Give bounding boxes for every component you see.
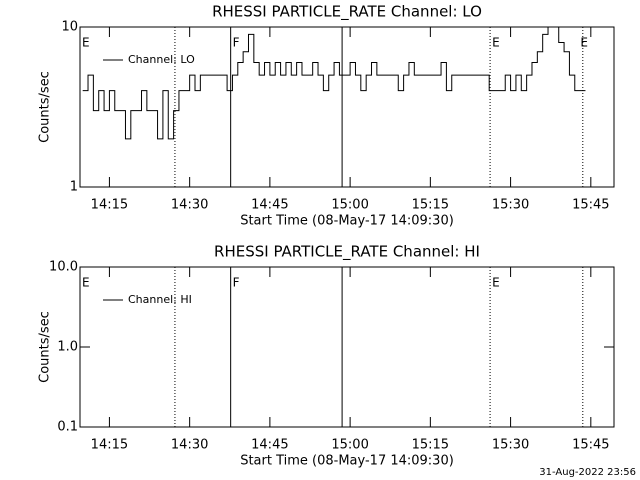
- x-tick-label: 15:15: [412, 438, 449, 453]
- y-tick-label: 0.1: [57, 420, 78, 435]
- y-tick-label: 10: [61, 20, 78, 35]
- y-axis-label: Counts/sec: [38, 311, 53, 383]
- y-tick-label: 10.0: [49, 260, 78, 275]
- x-tick-label: 15:30: [492, 198, 529, 213]
- y-tick-label: 1.0: [57, 340, 78, 355]
- x-tick-label: 14:45: [251, 198, 288, 213]
- event-label: E: [580, 36, 588, 50]
- x-tick-label: 14:45: [251, 438, 288, 453]
- event-label: E: [82, 276, 90, 290]
- x-tick-label: 14:30: [171, 198, 208, 213]
- x-axis-label: Start Time (08-May-17 14:09:30): [240, 454, 454, 469]
- chart-title: RHESSI PARTICLE_RATE Channel: LO: [212, 3, 482, 22]
- x-tick-label: 15:00: [331, 438, 368, 453]
- data-line: [82, 26, 586, 140]
- x-axis-label: Start Time (08-May-17 14:09:30): [240, 214, 454, 229]
- timestamp: 31-Aug-2022 23:56: [539, 467, 636, 478]
- x-tick-label: 14:15: [91, 198, 128, 213]
- event-label: E: [82, 36, 90, 50]
- y-axis-label: Counts/sec: [38, 71, 53, 143]
- legend-label: Channel: LO: [128, 53, 195, 66]
- y-tick-label: 1: [70, 180, 78, 195]
- x-tick-label: 15:15: [412, 198, 449, 213]
- x-tick-label: 15:45: [572, 438, 609, 453]
- x-tick-label: 14:30: [171, 438, 208, 453]
- x-tick-label: 15:45: [572, 198, 609, 213]
- plot-frame: [79, 26, 615, 188]
- legend-label: Channel: HI: [128, 293, 192, 306]
- x-tick-label: 14:15: [91, 438, 128, 453]
- plot-frame: [79, 266, 615, 428]
- event-label: F: [233, 276, 240, 290]
- event-label: E: [492, 276, 500, 290]
- event-label: F: [233, 36, 240, 50]
- x-tick-label: 15:30: [492, 438, 529, 453]
- chart-title: RHESSI PARTICLE_RATE Channel: HI: [214, 243, 480, 262]
- x-tick-label: 15:00: [331, 198, 368, 213]
- event-label: E: [492, 36, 500, 50]
